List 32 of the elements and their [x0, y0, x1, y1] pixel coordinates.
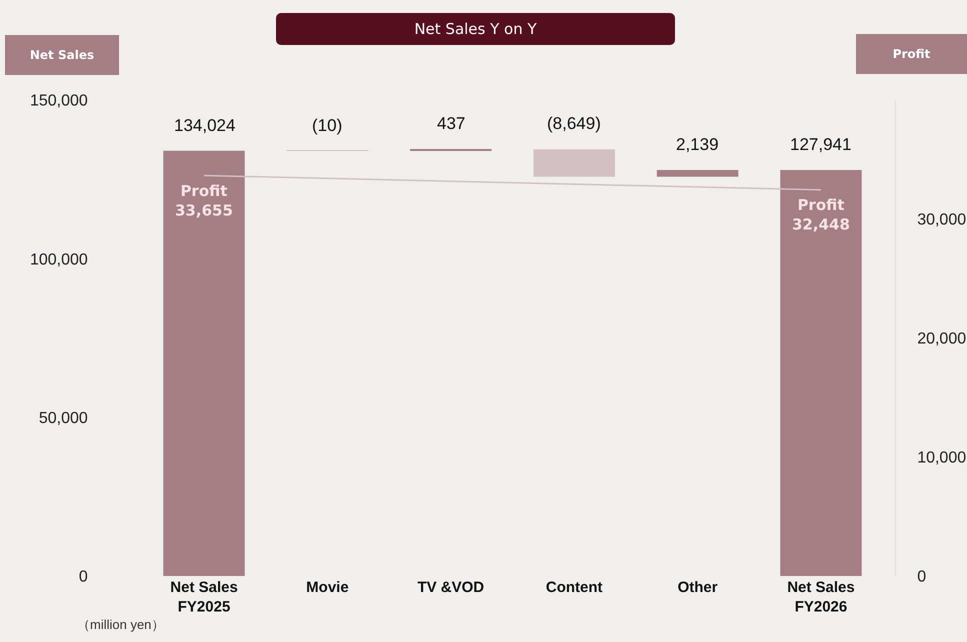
data-label: 127,941 — [790, 135, 852, 154]
y-tick-label: 100,000 — [30, 251, 88, 268]
text: （million yen） — [77, 617, 164, 632]
data-label: 437 — [437, 114, 466, 133]
x-tick-label: Content — [546, 579, 603, 596]
y2-tick-label: 30,000 — [917, 212, 966, 229]
data-label: 2,139 — [676, 135, 719, 154]
x-tick-label: Other — [678, 579, 718, 596]
x-tick-label: Movie — [306, 579, 349, 596]
y2-tick-label: 20,000 — [917, 330, 966, 348]
y2-tick-label: 0 — [917, 568, 926, 586]
bar — [533, 149, 615, 177]
bar — [656, 170, 738, 177]
y2-axis-title: Profit — [797, 196, 844, 214]
bar — [780, 170, 862, 576]
data-label: 33,655 — [175, 202, 233, 220]
data-label: (10) — [312, 116, 342, 135]
y-axis-title: Net Sales — [30, 48, 94, 62]
data-label: (8,649) — [547, 114, 601, 133]
x-tick-label: TV &VOD — [417, 579, 484, 596]
y-tick-label: 0 — [78, 568, 88, 586]
data-label: 134,024 — [174, 116, 236, 135]
bar — [163, 150, 245, 576]
x-tick-label: Net Sales FY2026 — [787, 579, 855, 616]
x-tick-label: Net Sales FY2025 — [170, 579, 238, 616]
text: Profit — [892, 47, 930, 61]
y2-tick-label: 10,000 — [917, 450, 966, 467]
chart-title: Net Sales Y on Y — [414, 20, 537, 38]
y-tick-label: 50,000 — [38, 410, 88, 427]
data-label: 32,448 — [792, 216, 850, 234]
y-tick-label: 150,000 — [30, 92, 88, 110]
series-label: Profit — [180, 182, 228, 200]
